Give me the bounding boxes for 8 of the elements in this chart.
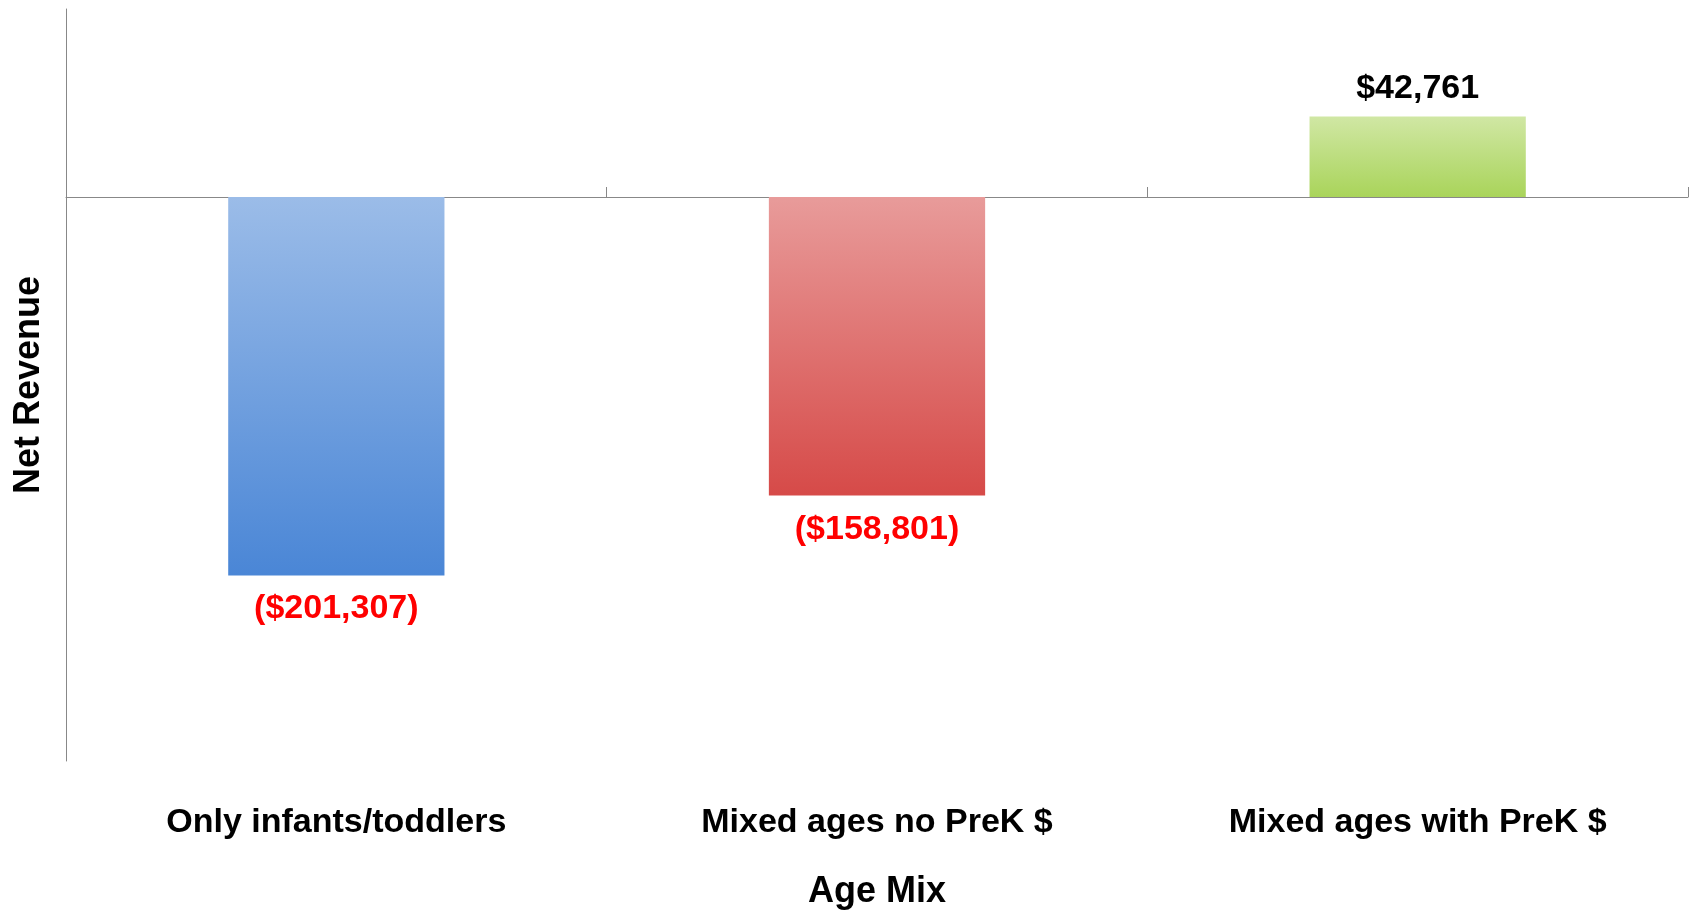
x-tick-label: Mixed ages with PreK $ xyxy=(1228,801,1607,839)
data-label: ($201,307) xyxy=(254,587,419,626)
x-axis-title: Age Mix xyxy=(807,868,947,910)
x-tick-label: Only infants/toddlers xyxy=(166,801,507,839)
y-axis-title: Net Revenue xyxy=(5,275,47,495)
data-label: ($158,801) xyxy=(794,507,960,546)
x-tick-label: Mixed ages no PreK $ xyxy=(701,801,1053,839)
data-label: $42,761 xyxy=(1356,66,1480,105)
